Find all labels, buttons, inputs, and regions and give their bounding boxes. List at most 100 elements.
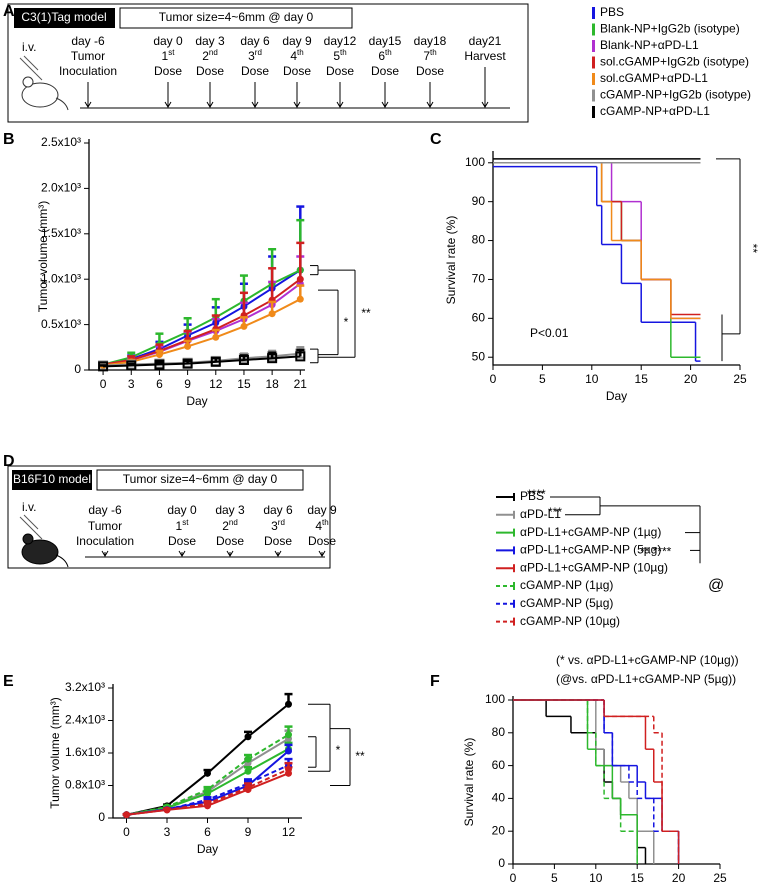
x-tick-label: 5	[539, 372, 546, 386]
ordinal-number: 5	[333, 49, 340, 63]
mouse-icon	[21, 76, 69, 111]
x-tick-label: 0	[490, 372, 497, 386]
marker	[244, 784, 252, 792]
y-axis-label: Tumor volume (mm³)	[48, 697, 62, 809]
y-tick-label: 100	[465, 155, 485, 169]
significance: ****	[527, 487, 546, 501]
y-tick-label: 40	[492, 791, 506, 805]
x-axis-label: Day	[606, 389, 627, 403]
x-tick-label: 20	[684, 372, 698, 386]
legend-label: αPD-L1+cGAMP-NP (1µg)	[520, 525, 661, 539]
marker	[268, 310, 276, 318]
marker	[285, 765, 292, 773]
size-label: Tumor size=4~6mm @ day 0	[123, 472, 278, 486]
syringe-icon	[19, 55, 43, 81]
y-tick-label: 2.5x10³	[41, 135, 81, 149]
marker	[244, 733, 252, 741]
legend-swatch	[592, 106, 595, 118]
ordinal-suffix: th	[385, 48, 392, 57]
series-line	[102, 269, 301, 366]
event-label: Dose	[216, 534, 244, 548]
legend-label: Blank-NP+IgG2b (isotype)	[600, 22, 740, 36]
ordinal-number: 3	[271, 519, 278, 533]
y-axis-label: Survival rate (%)	[462, 738, 476, 827]
legend-label: PBS	[600, 5, 624, 19]
route-label: i.v.	[22, 40, 36, 54]
series-line	[126, 733, 290, 816]
x-tick-label: 0	[123, 825, 130, 839]
route-label: i.v.	[22, 500, 36, 514]
marker	[285, 747, 292, 755]
x-axis-label: Day	[186, 394, 207, 408]
x-tick-label: 12	[209, 377, 223, 391]
legend-label: cGAMP-NP (10µg)	[520, 614, 620, 628]
event-ordinal: 1st	[176, 518, 190, 534]
panel-letter: F	[430, 673, 440, 690]
ordinal-number: 4	[290, 49, 297, 63]
y-tick-label: 0.5x10³	[41, 317, 81, 331]
legend-swatch	[592, 7, 595, 19]
arrow-head	[164, 101, 172, 108]
x-tick-label: 10	[589, 871, 603, 885]
ordinal-suffix: rd	[278, 518, 285, 527]
event-label: Dose	[416, 64, 444, 78]
event-label: Inoculation	[59, 64, 117, 78]
marker	[238, 355, 249, 366]
ordinal-suffix: th	[430, 48, 437, 57]
y-tick-label: 0	[498, 856, 505, 870]
arrow-head	[274, 550, 282, 557]
arrow-head	[251, 101, 259, 108]
ordinal-number: 4	[315, 519, 322, 533]
event-ordinal: 1st	[162, 48, 176, 64]
x-tick-label: 6	[204, 825, 211, 839]
event-label: Dose	[154, 64, 182, 78]
event-label: Tumor	[88, 519, 122, 533]
model-label: B16F10 model	[13, 472, 91, 486]
marker	[296, 295, 304, 303]
event-ordinal: 2nd	[202, 48, 218, 64]
legend-label: αPD-L1	[520, 507, 561, 521]
p-value: P<0.01	[530, 326, 569, 340]
ordinal-number: 2	[222, 519, 229, 533]
x-tick-label: 10	[585, 372, 599, 386]
significance: *	[344, 315, 349, 329]
event-day: day12	[324, 34, 357, 48]
y-tick-label: 0.8x10³	[65, 778, 105, 792]
size-label: Tumor size=4~6mm @ day 0	[159, 10, 314, 24]
event-label: Dose	[308, 534, 336, 548]
event-day: day18	[414, 34, 447, 48]
event-day: day 9	[282, 34, 312, 48]
timeline-frame	[7, 465, 331, 569]
x-tick-label: 9	[184, 377, 191, 391]
event-day: day -6	[71, 34, 105, 48]
panel-letter: B	[3, 131, 15, 148]
y-tick-label: 100	[485, 692, 505, 706]
legend-label: αPD-L1+cGAMP-NP (10µg)	[520, 560, 668, 574]
event-day: day 6	[240, 34, 270, 48]
event-ordinal: 4th	[290, 48, 303, 64]
model-label: C3(1)Tag model	[21, 10, 106, 24]
x-tick-label: 15	[237, 377, 251, 391]
event-day: day 6	[263, 503, 293, 517]
event-day: day15	[369, 34, 402, 48]
event-day: day 0	[167, 503, 197, 517]
marker	[155, 351, 163, 359]
legend-swatch	[592, 40, 595, 52]
significance: ***	[548, 505, 562, 519]
y-tick-label: 60	[492, 758, 506, 772]
x-tick-label: 15	[631, 871, 645, 885]
marker	[285, 700, 292, 708]
event-ordinal: 6th	[378, 48, 391, 64]
event-day: day 9	[307, 503, 337, 517]
marker	[210, 356, 221, 367]
y-tick-label: 90	[472, 194, 486, 208]
y-tick-label: 60	[472, 311, 486, 325]
marker	[184, 342, 192, 350]
event-label: Dose	[326, 64, 354, 78]
x-tick-label: 21	[294, 377, 308, 391]
x-tick-label: 20	[672, 871, 686, 885]
event-label: Dose	[168, 534, 196, 548]
legend-label: cGAMP-NP+αPD-L1	[600, 104, 710, 118]
y-tick-label: 80	[472, 233, 486, 247]
